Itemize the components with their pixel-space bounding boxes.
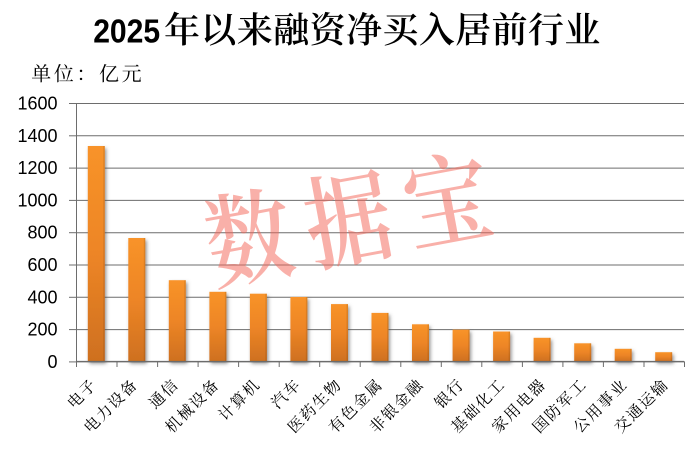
- svg-text:200: 200: [27, 320, 57, 340]
- svg-text:0: 0: [47, 352, 57, 372]
- svg-text:600: 600: [27, 255, 57, 275]
- svg-text:400: 400: [27, 287, 57, 307]
- svg-text:800: 800: [27, 223, 57, 243]
- svg-text:1400: 1400: [17, 126, 57, 146]
- svg-text:1000: 1000: [17, 190, 57, 210]
- svg-text:2025: 2025: [93, 13, 160, 50]
- svg-text:1600: 1600: [17, 94, 57, 114]
- svg-text:1200: 1200: [17, 158, 57, 178]
